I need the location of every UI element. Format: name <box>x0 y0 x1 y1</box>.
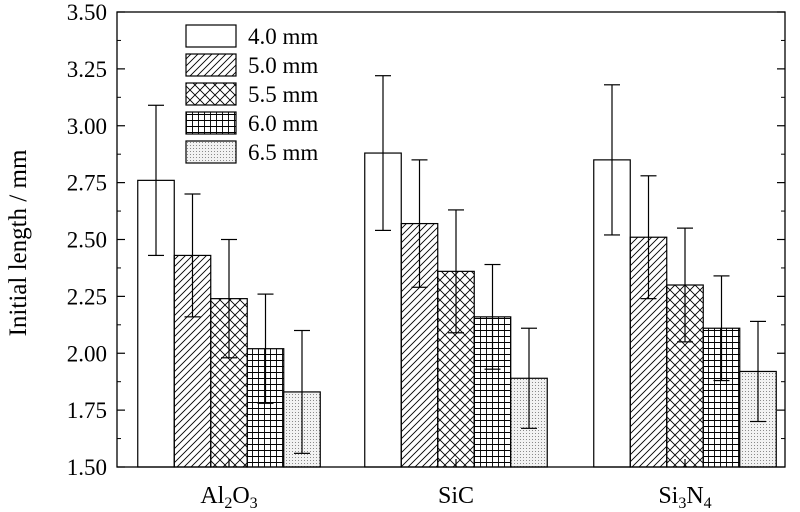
legend-swatch <box>185 140 237 164</box>
legend-swatch <box>185 53 237 77</box>
y-tick-label: 2.00 <box>67 341 107 366</box>
y-tick-label: 3.00 <box>67 114 107 139</box>
legend-label: 6.0 mm <box>248 111 318 136</box>
y-tick-label: 1.50 <box>67 455 107 480</box>
legend-swatch <box>185 111 237 135</box>
y-tick-label: 3.25 <box>67 57 107 82</box>
x-tick-label: Si3N4 <box>658 483 711 512</box>
legend-label: 6.5 mm <box>248 140 318 165</box>
legend-swatch <box>185 24 237 48</box>
x-tick-label: SiC <box>438 483 474 509</box>
legend-label: 5.5 mm <box>248 82 318 107</box>
y-axis: 1.50 1.75 2.00 2.25 2.50 2.75 3.00 3.25 3.50 <box>67 0 785 480</box>
y-axis-label: Initial length / mm <box>5 149 32 336</box>
x-axis: Al2O3 SiC Si3N4 <box>200 459 712 512</box>
y-tick-label: 3.50 <box>67 0 107 25</box>
y-tick-label: 2.25 <box>67 284 107 309</box>
y-tick-label: 2.75 <box>67 171 107 196</box>
y-tick-label: 1.75 <box>67 398 107 423</box>
legend-label: 5.0 mm <box>248 53 318 78</box>
x-tick-label: Al2O3 <box>200 483 257 512</box>
legend-label: 4.0 mm <box>248 24 318 49</box>
legend: 4.0 mm 5.0 mm 5.5 mm 6.0 mm 6.5 mm <box>185 24 318 165</box>
legend-swatch <box>185 82 237 106</box>
y-tick-label: 2.50 <box>67 228 107 253</box>
